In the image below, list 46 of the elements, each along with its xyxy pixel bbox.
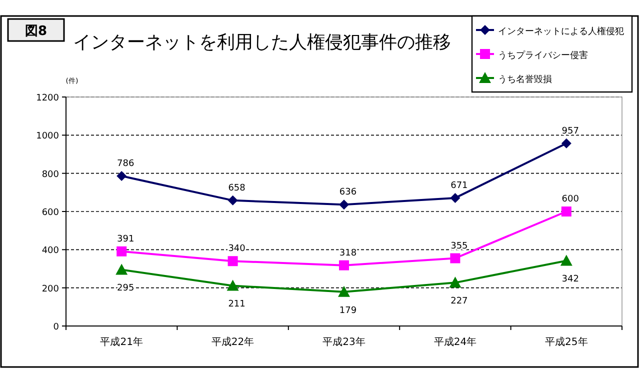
point [449,276,462,288]
data-label: 342 [562,274,579,285]
legend-label: うち名誉毀損 [498,74,552,85]
data-label: 179 [339,306,357,316]
data-label: 318 [339,248,357,258]
x-tick-label: 平成24年 [434,336,477,348]
data-label: 227 [450,296,468,307]
y-tick-label: 1200 [36,94,60,104]
point [450,253,460,264]
point [228,256,238,266]
data-label: 340 [228,244,246,254]
point [339,260,349,270]
point [561,206,572,216]
point [339,200,349,210]
legend-label: うちプライバシー侵害 [498,50,588,61]
data-label: 957 [562,126,579,136]
data-label: 636 [339,188,357,198]
x-tick-label: 平成25年 [545,336,588,348]
caption: 図8 [24,24,48,39]
data-label: 658 [228,183,246,194]
x-tick-label: 平成21年 [100,336,143,348]
legend-label: インターネットによる人権侵犯 [498,26,624,37]
point [560,254,572,266]
point [116,246,127,256]
y-tick-label: 800 [42,170,60,180]
x-tick-label: 平成23年 [322,336,366,348]
y-tick-label: 400 [42,246,60,256]
data-label: 211 [228,300,246,310]
data-label: 671 [450,180,468,191]
data-label: 355 [450,241,468,252]
y-tick-label: 0 [53,322,60,332]
y-tick-label: 1000 [36,132,60,142]
point [116,171,127,182]
point [228,195,238,206]
x-tick-label: 平成22年 [211,336,254,348]
point [116,264,128,275]
data-label: 786 [117,159,134,170]
chart-title: インターネットを利用した人権侵犯事件の推移 [73,32,451,53]
data-label: 391 [117,234,134,244]
data-label: 600 [562,194,580,204]
point [561,138,572,148]
point [450,192,460,203]
point [226,280,239,291]
point [338,286,350,297]
y-tick-label: 600 [42,208,60,218]
y-tick-label: 200 [42,284,60,294]
